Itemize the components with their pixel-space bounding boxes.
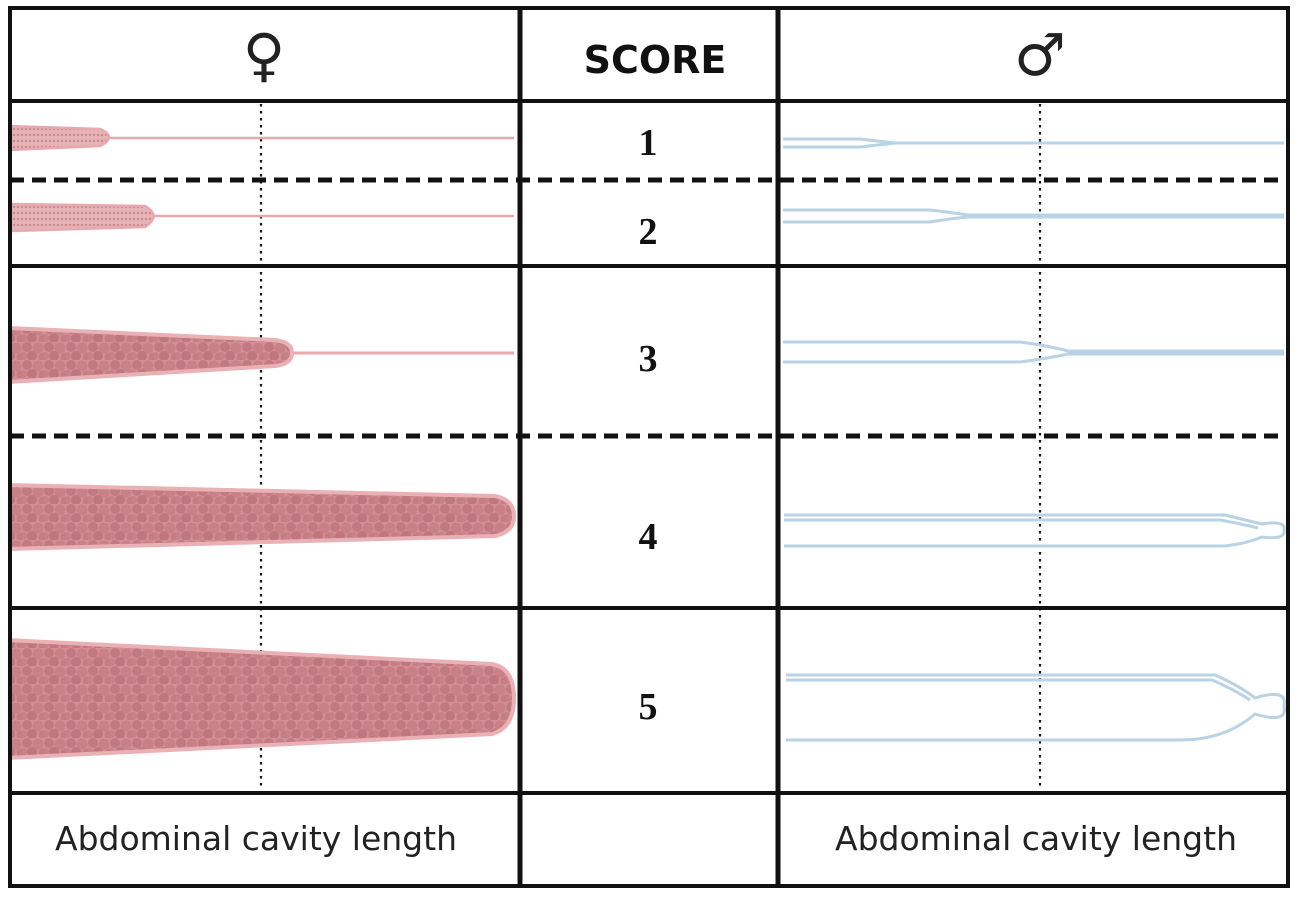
female-gonad-score-1: [12, 124, 514, 152]
score-header: SCORE: [584, 38, 727, 82]
female-axis-caption: Abdominal cavity length: [55, 819, 457, 858]
score-labels: 1 2 3 4 5: [639, 122, 658, 728]
female-symbol: ♀: [243, 21, 285, 89]
male-gonad-score-4: [784, 513, 1286, 548]
male-gonads: [783, 137, 1286, 742]
male-gonad-score-5: [786, 673, 1286, 742]
female-gonad-score-5: [12, 638, 517, 760]
male-symbol: ♂: [1014, 21, 1066, 89]
male-axis-caption: Abdominal cavity length: [835, 819, 1237, 858]
header-row: ♀ SCORE ♂: [243, 21, 1066, 89]
score-label-1: 1: [639, 122, 658, 164]
female-gonads: [12, 124, 517, 760]
female-gonad-score-4: [12, 483, 517, 551]
male-gonad-score-3: [783, 340, 1284, 364]
footer-row: Abdominal cavity length Abdominal cavity…: [55, 819, 1237, 858]
table-border: [8, 6, 1290, 888]
score-label-2: 2: [639, 211, 658, 253]
male-gonad-score-2: [783, 208, 1284, 224]
female-gonad-score-3: [12, 326, 514, 384]
score-label-3: 3: [639, 338, 658, 380]
score-label-4: 4: [639, 516, 658, 558]
table-grid: [8, 6, 1290, 888]
score-label-5: 5: [639, 686, 658, 728]
male-gonad-score-1: [783, 137, 1284, 149]
female-gonad-score-2: [12, 202, 514, 233]
